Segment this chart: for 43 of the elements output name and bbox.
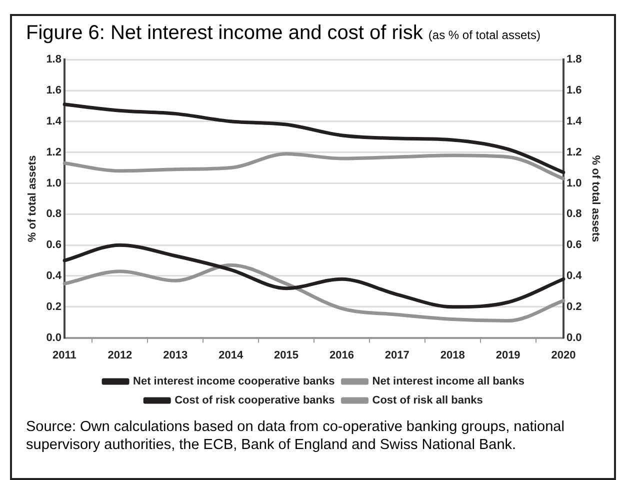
y-tick-label: 0.6: [46, 239, 62, 252]
x-tick-label: 2015: [274, 349, 299, 362]
y2-tick-label: 1.2: [566, 146, 582, 158]
y-tick-label: 1.6: [46, 84, 62, 97]
x-tick-label: 2016: [329, 349, 354, 362]
y2-tick-label: 1.8: [566, 54, 582, 66]
line-series: [62, 243, 566, 309]
legend-label: Net interest income all banks: [372, 376, 524, 388]
legend-label: Cost of risk cooperative banks: [174, 394, 335, 407]
y-tick-label: 1.8: [46, 54, 62, 66]
chart-title: Figure 6: Net interest income and cost of risk: [26, 22, 423, 44]
y-axis-title: % of total assets: [26, 155, 39, 242]
legend-label: Cost of risk all banks: [372, 394, 483, 407]
y2-tick-label: 0.6: [566, 239, 582, 252]
x-tick-label: 2020: [551, 349, 576, 362]
y2-tick-label: 1.4: [566, 115, 583, 128]
chart-subtitle: (as % of total assets): [428, 28, 540, 42]
x-tick-label: 2019: [496, 349, 520, 362]
x-tick-label: 2017: [384, 349, 410, 362]
y-tick-label: 0.2: [46, 300, 62, 313]
source-note: Source: Own calculations based on data from co-operative banking groups, national supervisory authorities, the ECB, Bank of England and Swiss National Bank.: [26, 418, 566, 454]
y2-tick-label: 0.4: [566, 270, 583, 282]
y2-tick-label: 1.6: [566, 84, 582, 97]
y2-tick-label: 1.0: [566, 177, 582, 190]
y2-axis-title: % of total assets: [589, 155, 602, 242]
y2-tick-label: 0.8: [566, 208, 582, 220]
x-tick-label: 2012: [108, 349, 132, 362]
x-tick-label: 2011: [52, 349, 76, 362]
y-tick-label: 1.0: [46, 177, 62, 190]
y-tick-label: 0.0: [46, 332, 62, 344]
y2-tick-label: 0.2: [566, 300, 582, 313]
x-tick-label: 2018: [440, 349, 465, 362]
line-series: [62, 152, 566, 180]
y-tick-label: 1.4: [46, 115, 62, 128]
line-series: [62, 102, 566, 174]
y-tick-label: 0.4: [46, 270, 62, 282]
legend-label: Net interest income cooperative banks: [133, 376, 335, 388]
y-tick-label: 0.8: [46, 208, 62, 220]
y-tick-label: 1.2: [46, 146, 62, 158]
line-series: [62, 263, 566, 323]
y2-tick-label: 0.0: [566, 332, 582, 344]
x-tick-label: 2014: [218, 349, 244, 362]
x-tick-label: 2013: [163, 349, 188, 362]
